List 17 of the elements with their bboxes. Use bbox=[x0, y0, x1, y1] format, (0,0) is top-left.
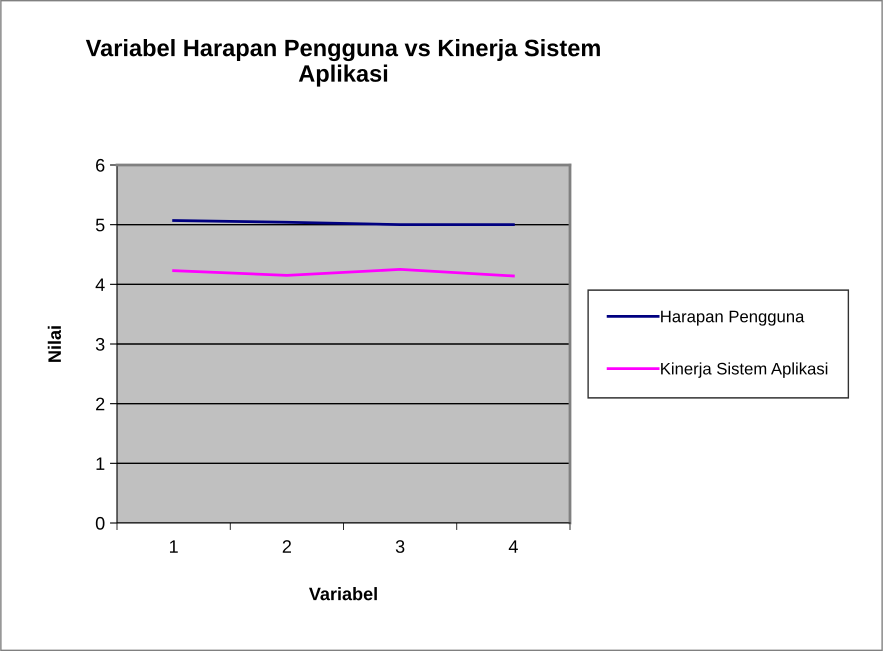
y-axis-title: Nilai bbox=[48, 326, 62, 362]
y-tick-label: 5 bbox=[96, 218, 104, 232]
chart-title: Variabel Harapan Pengguna vs Kinerja Sistem Aplikasi bbox=[86, 39, 600, 87]
y-tick-label: 0 bbox=[96, 516, 104, 530]
line-series bbox=[172, 268, 515, 278]
y-tick-label: 2 bbox=[96, 398, 104, 410]
y-tick-label: 3 bbox=[96, 338, 104, 351]
y-tick-label: 4 bbox=[96, 278, 105, 291]
x-tick-label: 4 bbox=[508, 540, 518, 553]
y-tick-label: 1 bbox=[96, 457, 104, 470]
x-tick-label: 3 bbox=[396, 540, 404, 553]
legend-label: Kinerja Sistem Aplikasi bbox=[661, 362, 828, 378]
x-tick-label: 2 bbox=[282, 540, 291, 553]
x-tick-label: 1 bbox=[170, 540, 178, 553]
y-tick-label: 6 bbox=[96, 158, 104, 172]
legend-label: Harapan Pengguna bbox=[661, 310, 804, 326]
x-axis-title: Variabel bbox=[308, 587, 377, 600]
